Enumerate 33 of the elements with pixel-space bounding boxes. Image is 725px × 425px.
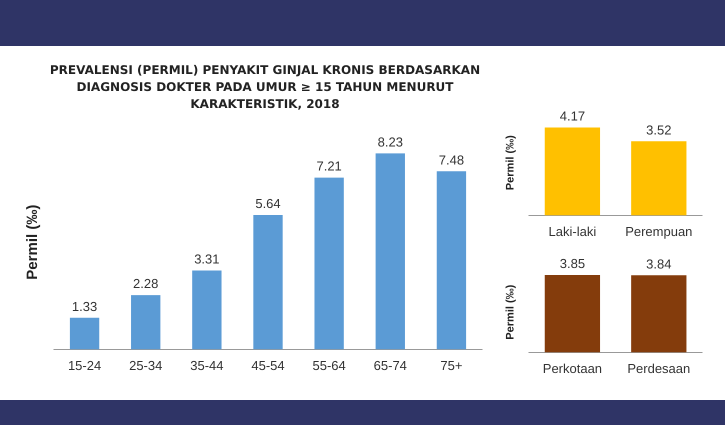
y-axis-title: Permil (‰) [504, 134, 517, 190]
x-tick-label: 75+ [440, 358, 462, 373]
bar [192, 270, 222, 350]
x-tick-label: 35-44 [190, 358, 224, 373]
x-tick-label: 65-74 [374, 358, 407, 373]
data-label: 7.48 [438, 152, 464, 168]
bar [253, 215, 283, 350]
bar [376, 153, 405, 350]
y-axis-title: Permil (‰) [504, 284, 517, 340]
data-label: 3.85 [560, 256, 586, 272]
bar [131, 295, 160, 350]
bar [314, 178, 344, 350]
x-tick-label: Laki-laki [548, 224, 596, 239]
x-tick-label: 25-34 [129, 358, 162, 373]
data-label: 4.17 [560, 108, 586, 124]
bar [436, 171, 466, 350]
data-label: 2.28 [133, 276, 158, 292]
x-tick-label: 45-54 [251, 358, 285, 373]
x-tick-label: Perdesaan [627, 360, 690, 376]
chart-title: PREVALENSI (PERMIL) PENYAKIT GINJAL KRONIS BERDASARKAN DIAGNOSIS DOKTER PADA UMUR ≥ 15 TAHUN MENURUT KARAKTERISTIK, 2018 [48, 62, 482, 113]
data-label: 3.31 [194, 252, 220, 267]
x-tick-label: Perkotaan [542, 360, 602, 376]
data-label: 8.23 [378, 134, 403, 150]
x-tick-label: 55-64 [312, 358, 346, 373]
y-axis-title: Permil (‰) [24, 204, 42, 280]
data-label: 3.52 [646, 122, 672, 138]
data-label: 1.33 [72, 298, 98, 314]
data-label: 7.21 [316, 158, 342, 174]
data-label: 3.84 [646, 256, 672, 272]
x-tick-label: 15-24 [68, 358, 102, 373]
data-label: 5.64 [255, 196, 281, 212]
bar [70, 318, 100, 350]
x-tick-label: Perempuan [625, 224, 692, 239]
